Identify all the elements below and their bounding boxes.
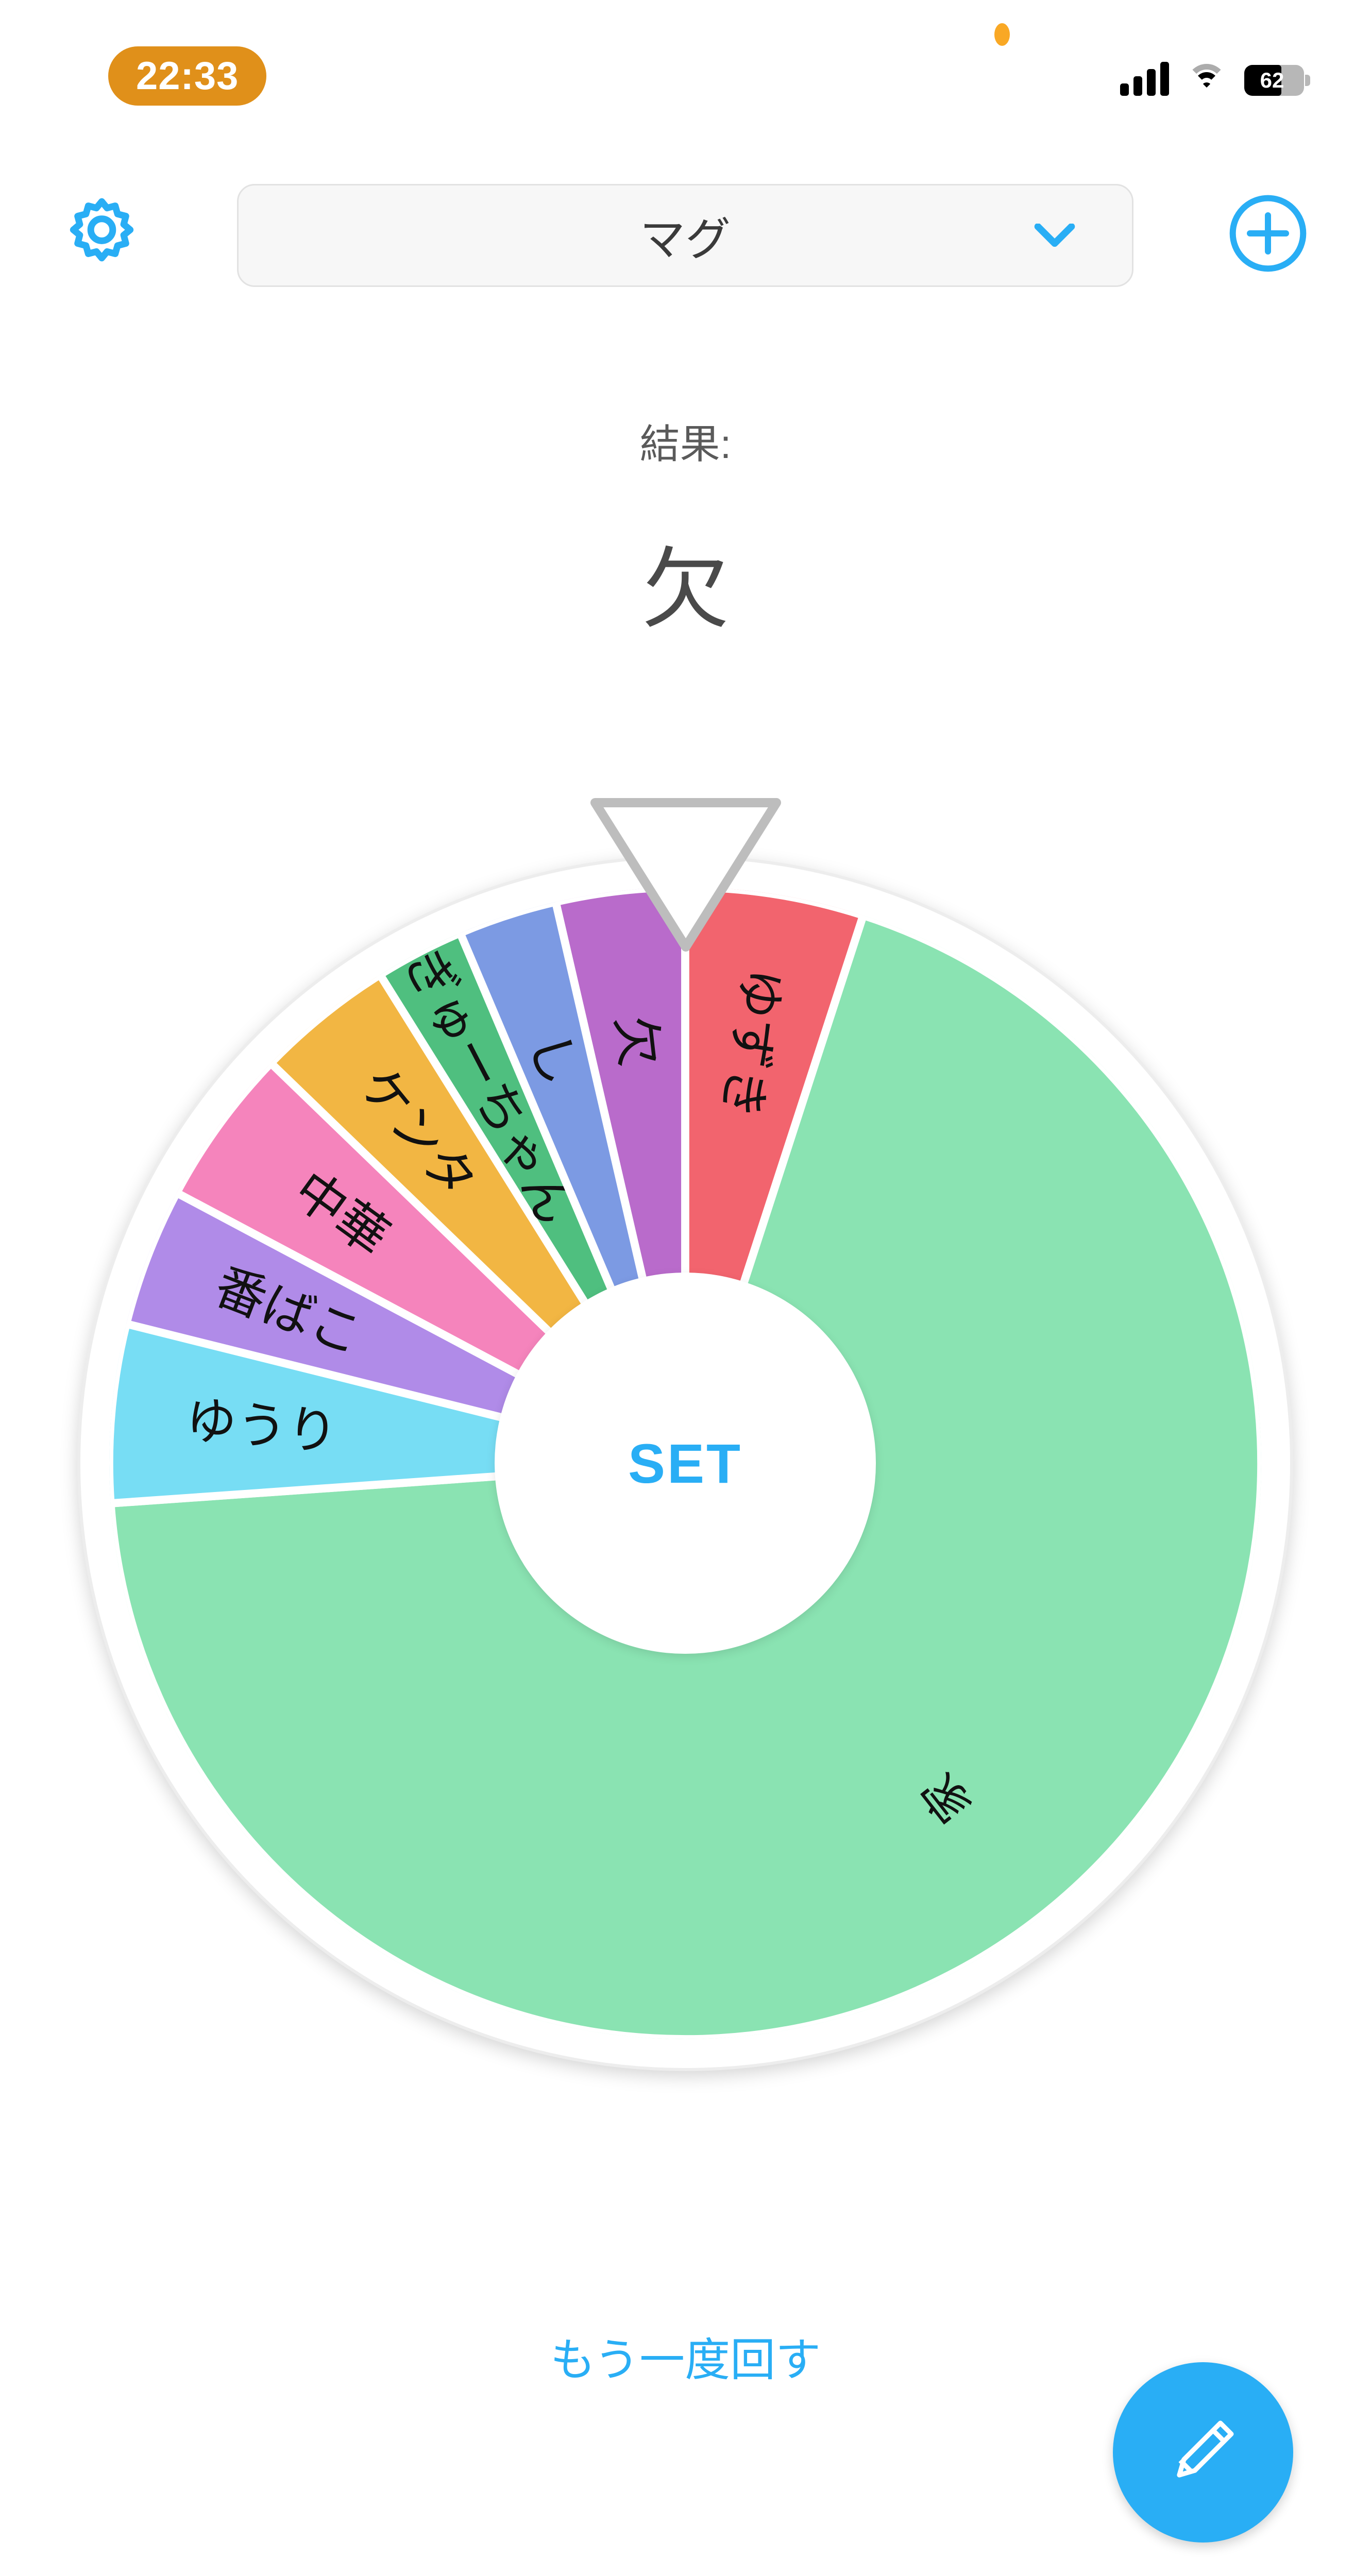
result-label: 結果:	[639, 421, 732, 467]
gear-icon[interactable]	[62, 193, 142, 273]
orange-dot-icon	[994, 23, 1010, 46]
plus-circle-icon[interactable]	[1227, 192, 1309, 275]
wheel-disc[interactable]: 欠ゆずき家ゆうり 番ばこ 中華 ケンタ ぎゅーちゃんし	[109, 887, 1261, 2039]
status-bar-clock: 22:33	[108, 46, 267, 106]
status-bar-indicators: 62	[1120, 62, 1310, 96]
result-value: 欠	[641, 541, 730, 639]
set-button-label: SET	[628, 1432, 743, 1495]
wheel-segment-label: ゆうり	[183, 1391, 340, 1461]
battery-icon: 62	[1244, 65, 1310, 96]
wheel-select-dropdown[interactable]: マグ	[237, 184, 1133, 287]
cellular-signal-icon	[1120, 62, 1169, 96]
spin-wheel[interactable]: 欠ゆずき家ゆうり 番ばこ 中華 ケンタ ぎゅーちゃんし SET	[77, 855, 1293, 2071]
status-bar: 22:33 62	[0, 0, 1371, 124]
app-header: マグ	[0, 178, 1371, 296]
wheel-select-value: マグ	[639, 213, 731, 265]
wifi-icon	[1187, 64, 1227, 96]
wheel-segments[interactable]: 欠ゆずき家ゆうり番ばこ中華ケンタぎゅーちゃんし	[109, 887, 1261, 2039]
chevron-down-icon[interactable]	[1034, 223, 1075, 247]
battery-level-label: 62	[1260, 68, 1284, 92]
edit-fab-button[interactable]	[1113, 2362, 1293, 2543]
set-button[interactable]: SET	[495, 1273, 876, 1654]
triangle-pointer-icon	[583, 792, 789, 957]
wheel-segment-label: 欠	[606, 1012, 668, 1069]
pencil-icon	[1159, 2408, 1247, 2498]
respin-button[interactable]: もう一度回す	[550, 2334, 821, 2385]
